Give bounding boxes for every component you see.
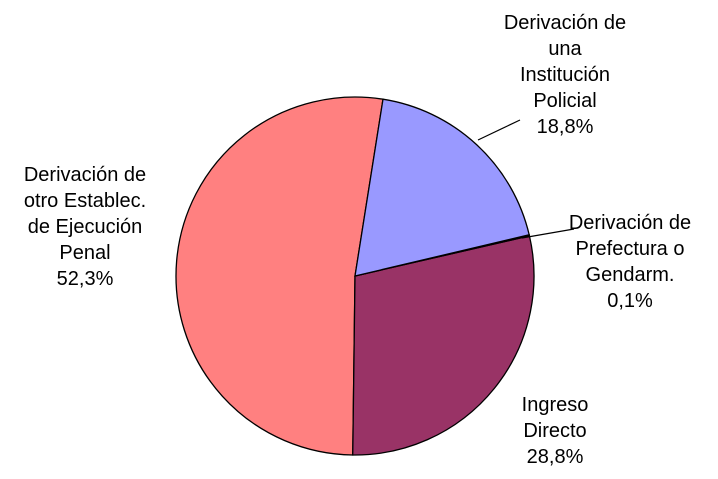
leader-line — [521, 228, 575, 239]
leader-line — [477, 119, 521, 141]
slice-label: Derivación de una Institución Policial 18… — [503, 10, 627, 140]
slice-label: Derivación de Prefectura o Gendarm. 0,1% — [568, 210, 692, 314]
category-label: Derivación de una Institución Policial — [503, 12, 627, 112]
value-label: 52,3% — [56, 268, 114, 290]
category-label: Ingreso Directo — [521, 394, 589, 442]
value-label: 0,1% — [607, 290, 653, 312]
slice-label: Ingreso Directo 28,8% — [493, 392, 617, 470]
category-label: Derivación de Prefectura o Gendarm. — [568, 212, 692, 286]
value-label: 28,8% — [526, 446, 584, 468]
value-label: 18,8% — [536, 116, 594, 138]
pie-slice — [175, 96, 384, 456]
pie-slice — [354, 98, 530, 277]
pie-slice — [352, 235, 535, 456]
slice-label: Derivación de otro Establec. de Ejecució… — [23, 162, 147, 292]
category-label: Derivación de otro Establec. de Ejecució… — [23, 164, 147, 264]
